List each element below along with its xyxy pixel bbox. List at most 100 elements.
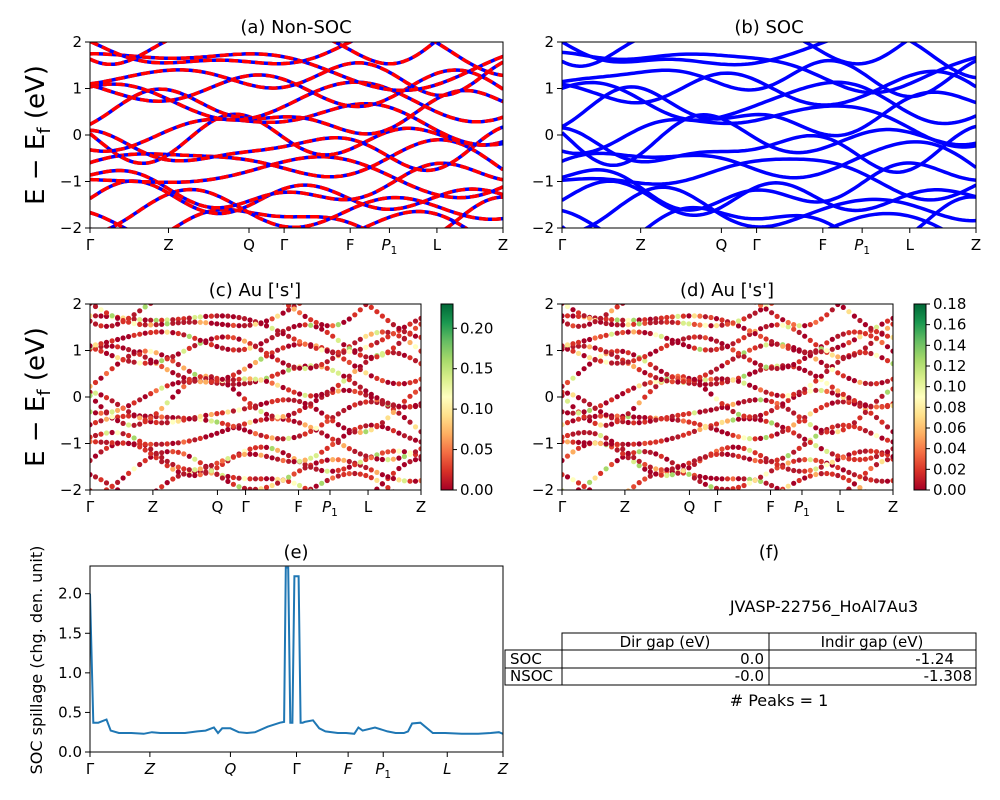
scatter-point [181,439,187,445]
scatter-point [653,316,659,322]
scatter-point [164,400,170,406]
scatter-point [620,329,626,336]
scatter-point [252,418,259,424]
scatter-point [884,424,891,430]
scatter-point [818,387,824,394]
scatter-point [708,452,714,458]
scatter-point [636,420,642,426]
scatter-point [664,314,670,321]
scatter-point [769,482,775,489]
panel-b-xtick: Q [715,236,727,254]
scatter-point [142,360,148,366]
scatter-point [230,454,236,460]
scatter-point [730,444,736,450]
scatter-point [148,317,154,323]
scatter-point [564,379,571,386]
scatter-point [708,347,714,353]
scatter-point [835,359,841,365]
scatter-point [263,453,270,459]
scatter-point [631,454,637,461]
scatter-point [741,435,747,441]
scatter-point [581,409,587,415]
panel-d-xtick: Q [684,498,696,516]
scatter-point [625,441,631,447]
scatter-point [137,360,143,366]
scatter-point [587,361,593,367]
scatter-point [297,492,302,497]
scatter-point [181,379,187,385]
scatter-point [164,414,170,420]
scatter-point [159,321,165,327]
scatter-point [181,332,187,338]
scatter-point [390,470,396,476]
scatter-point [562,393,565,399]
scatter-point [103,343,110,349]
scatter-point [708,323,714,329]
scatter-point [653,466,659,472]
panel-b-xtick: Γ [752,236,761,254]
scatter-point [385,485,391,490]
scatter-point [181,471,187,477]
scatter-point [352,448,358,454]
scatter-point [604,497,609,502]
scatter-point [142,447,148,453]
scatter-point [769,310,775,316]
scatter-point [730,417,736,423]
scatter-point [363,423,369,429]
scatter-point [142,441,148,447]
scatter-point [647,449,653,455]
scatter-point [735,484,742,490]
scatter-point [658,315,664,321]
scatter-point [873,478,880,484]
scatter-point [846,456,852,462]
scatter-point [724,321,731,327]
panel-e-ylabel: SOC spillage (chg. den. unit) [27,546,46,775]
scatter-point [653,499,658,504]
scatter-point [758,435,764,441]
scatter-point [407,380,413,386]
scatter-point [819,529,824,534]
scatter-point [769,365,775,371]
scatter-point [631,385,637,391]
scatter-point [269,380,275,386]
scatter-point [368,331,374,337]
scatter-point [835,453,841,459]
scatter-point [642,419,648,425]
scatter-point [192,378,198,384]
scatter-point [208,432,214,438]
panel-d-xtick: Γ [713,498,722,516]
scatter-point [581,323,587,329]
scatter-point [636,383,642,389]
scatter-point [570,431,576,437]
scatter-point [862,470,869,476]
scatter-point [852,286,857,291]
scatter-point [752,360,758,366]
scatter-point [214,460,220,466]
scatter-point [258,408,264,415]
scatter-point [592,356,598,363]
scatter-point [841,491,846,496]
scatter-point [225,473,231,480]
scatter-point [719,380,725,386]
scatter-point [609,308,615,314]
scatter-point [153,317,159,323]
scatter-point [780,424,786,430]
scatter-point [302,365,308,372]
scatter-point [884,378,891,384]
scatter-point [269,413,275,419]
scatter-point [708,391,714,397]
scatter-point [614,441,620,447]
scatter-point [824,340,830,346]
scatter-point [587,479,593,485]
scatter-point [763,418,769,424]
panel-c-xtick: Q [212,498,224,516]
scatter-point [358,499,363,504]
scatter-point [562,313,565,319]
scatter-point [379,329,385,335]
scatter-point [247,376,253,382]
scatter-point [280,414,286,420]
scatter-point [664,437,670,443]
scatter-point [824,429,830,435]
scatter-point [713,427,720,433]
scatter-point [170,466,176,472]
